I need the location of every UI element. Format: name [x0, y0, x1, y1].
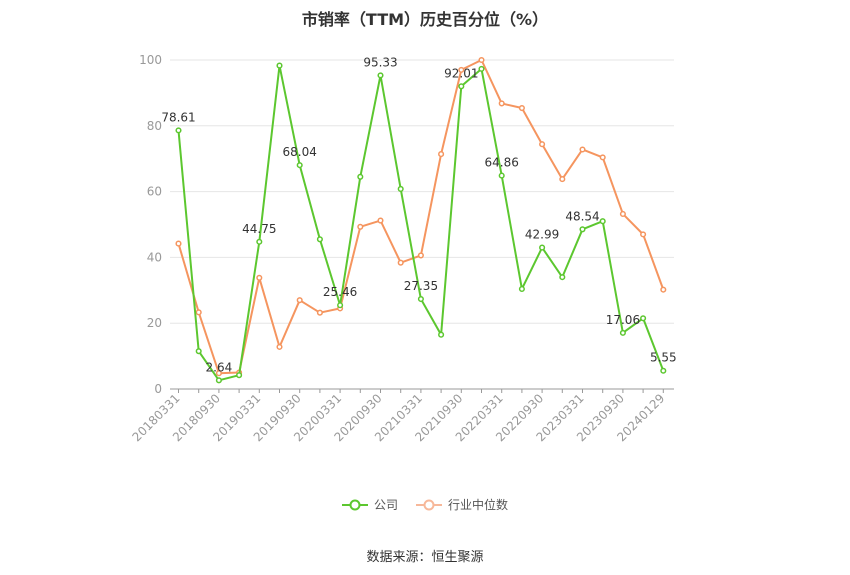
data-point — [377, 72, 384, 79]
series-lines — [175, 56, 667, 384]
data-point — [640, 315, 647, 322]
data-label: 2.64 — [206, 360, 233, 374]
data-point — [478, 56, 485, 64]
data-point — [195, 309, 202, 316]
data-point — [599, 154, 606, 161]
data-labels: 78.61 2.64 44.75 68.04 25.46 95.33 27.35 92.01 6… — [161, 55, 676, 374]
data-point — [579, 146, 586, 153]
data-point — [337, 302, 344, 309]
data-label: 5.55 — [650, 351, 677, 365]
legend-label-company: 公司 — [373, 498, 398, 512]
data-point — [195, 348, 202, 355]
data-point — [397, 259, 404, 266]
data-label: 68.04 — [283, 145, 317, 159]
data-label: 92.01 — [444, 66, 478, 80]
data-point — [579, 226, 586, 233]
legend-item-company[interactable]: 公司 — [341, 496, 398, 513]
data-label: 17.06 — [606, 313, 640, 327]
data-point — [215, 377, 222, 384]
legend: 公司 行业中位数 — [0, 496, 850, 513]
data-label: 42.99 — [525, 228, 559, 242]
data-point — [236, 372, 243, 379]
data-point — [296, 297, 303, 304]
data-point — [599, 218, 606, 225]
data-point — [316, 309, 323, 316]
data-point — [518, 285, 525, 293]
legend-industry-marker-icon — [416, 499, 442, 510]
data-point — [377, 217, 384, 224]
data-point — [458, 83, 465, 90]
y-tick-label: 0 — [154, 382, 162, 396]
data-point — [357, 173, 364, 180]
data-point — [417, 295, 424, 303]
data-point — [478, 65, 485, 72]
data-point — [296, 162, 303, 169]
data-point — [175, 127, 182, 134]
data-label: 95.33 — [363, 55, 397, 69]
data-label: 78.61 — [161, 110, 195, 124]
data-point — [256, 238, 263, 245]
data-label: 27.35 — [404, 279, 438, 293]
data-point — [215, 370, 222, 377]
y-tick-label: 60 — [147, 185, 162, 199]
data-label: 48.54 — [565, 209, 599, 223]
data-point — [640, 231, 647, 238]
data-point — [175, 240, 182, 247]
y-tick-label: 80 — [147, 119, 162, 133]
data-label: 64.86 — [485, 156, 519, 170]
data-label: 25.46 — [323, 285, 357, 299]
data-point — [539, 141, 546, 148]
data-point — [559, 176, 566, 183]
data-point — [417, 252, 424, 259]
data-point — [498, 172, 505, 179]
data-point — [438, 151, 445, 158]
y-tick-label: 40 — [147, 250, 162, 264]
data-point — [357, 223, 364, 230]
data-label: 44.75 — [242, 222, 276, 236]
data-point — [256, 274, 263, 281]
source-note: 数据来源：恒生聚源 — [366, 550, 484, 565]
data-point — [498, 100, 505, 107]
y-tick-label: 20 — [147, 316, 162, 330]
legend-company-marker-icon — [341, 499, 368, 510]
data-point — [458, 66, 465, 73]
data-point — [276, 62, 283, 69]
chart-title: 市销率（TTM）历史百分位（%） — [301, 10, 549, 29]
legend-label-industry: 行业中位数 — [448, 498, 509, 512]
data-point — [438, 331, 445, 338]
data-point — [559, 274, 566, 281]
data-point — [619, 210, 626, 218]
data-point — [660, 286, 667, 293]
axes: 0204060801002018033120180930201903312019… — [130, 53, 674, 444]
y-tick-label: 100 — [139, 53, 162, 67]
data-point — [518, 104, 525, 112]
legend-item-industry[interactable]: 行业中位数 — [416, 496, 508, 513]
data-point — [316, 236, 323, 243]
data-point — [539, 244, 546, 251]
data-point — [397, 185, 404, 193]
data-point — [619, 329, 626, 336]
data-point — [276, 343, 283, 350]
data-point — [660, 367, 667, 374]
